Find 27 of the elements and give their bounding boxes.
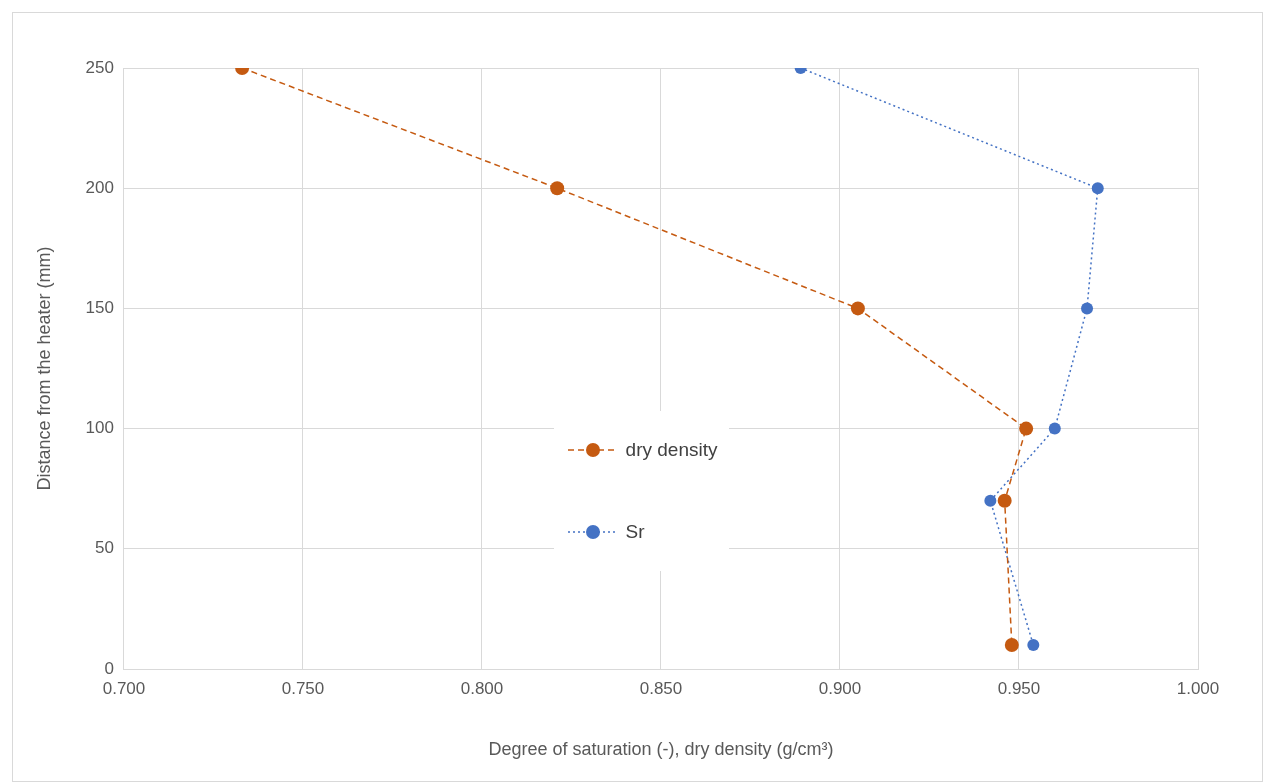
point (850, 301, 865, 316)
y-tick-label: 50 (95, 538, 114, 558)
legend-label: Sr (625, 520, 645, 543)
x-tick-label: 0.950 (997, 678, 1041, 698)
y-axis-title: Distance from the heater (mm) (33, 246, 54, 491)
y-tick-label: 0 (104, 658, 114, 678)
x-tick-label: 1.000 (1176, 678, 1220, 698)
x-axis-title: Degree of saturation (-), dry density (g/cm³) (488, 739, 834, 760)
point (1019, 421, 1034, 436)
y-tick-label: 250 (85, 57, 114, 77)
point (550, 181, 565, 196)
legend-label: dry density (625, 438, 718, 461)
point (997, 493, 1012, 508)
x-tick-label: 0.900 (818, 678, 862, 698)
point (1027, 638, 1040, 651)
y-tick-label: 100 (85, 418, 114, 438)
point (984, 494, 997, 507)
x-tick-label: 0.700 (102, 678, 146, 698)
y-tick-label: 200 (85, 177, 114, 197)
point (1004, 637, 1019, 652)
y-tick-label: 150 (85, 298, 114, 318)
x-tick-label: 0.850 (639, 678, 683, 698)
x-tick-label: 0.800 (460, 678, 504, 698)
point (1048, 422, 1061, 435)
point (1081, 302, 1094, 315)
point (1091, 182, 1104, 195)
x-tick-label: 0.750 (281, 678, 325, 698)
